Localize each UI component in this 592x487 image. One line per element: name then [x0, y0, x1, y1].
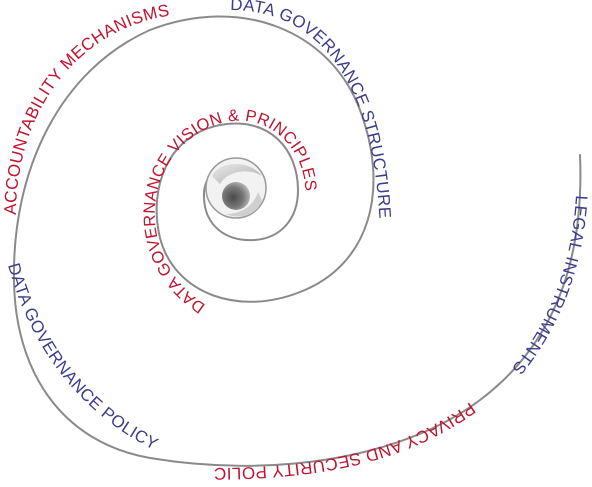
label-legal: LEGAL INSTRUMENTS: [508, 195, 591, 378]
spiral-line: [12, 15, 582, 467]
spiral-core: [205, 157, 267, 219]
label-privacy: PRIVACY AND SECURITY POLICY: [0, 0, 478, 483]
